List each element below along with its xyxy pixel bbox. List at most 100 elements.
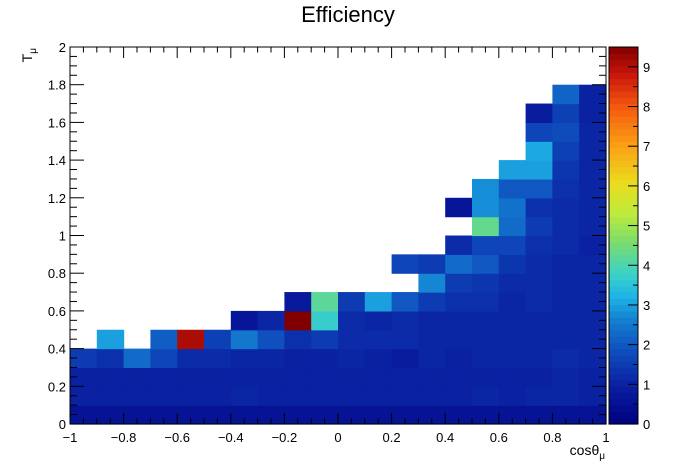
heatmap-cell xyxy=(552,329,580,350)
heatmap-cell xyxy=(579,141,607,161)
y-tick-label: 0.4 xyxy=(48,342,66,357)
heatmap-cell xyxy=(123,405,151,425)
color-bar-segment xyxy=(609,361,638,369)
heatmap-cell xyxy=(257,329,285,350)
heatmap-cell xyxy=(123,386,151,406)
heatmap-cell xyxy=(445,254,473,274)
heatmap-cell xyxy=(364,292,393,312)
heatmap-cell xyxy=(338,292,366,312)
heatmap-cell xyxy=(150,405,178,425)
color-bar-segment xyxy=(609,72,638,80)
heatmap-cell xyxy=(284,348,312,369)
heatmap-cell xyxy=(579,160,607,180)
heatmap-cell xyxy=(418,348,446,369)
heatmap-cell xyxy=(445,329,473,350)
heatmap-cell xyxy=(579,386,607,406)
heatmap-cell xyxy=(498,197,527,218)
heatmap-cell xyxy=(418,292,446,312)
color-bar: 0 1 2 3 4 5 6 7 8 9 xyxy=(608,46,650,432)
heatmap-cell xyxy=(552,386,580,406)
heatmap-cell xyxy=(204,348,232,369)
heatmap-cell xyxy=(579,348,607,369)
heatmap-cell xyxy=(579,273,607,293)
color-bar-segment xyxy=(609,392,638,400)
heatmap-cell xyxy=(579,367,607,387)
color-bar-segment xyxy=(609,348,638,356)
heatmap-cell xyxy=(525,235,553,255)
color-bar-segment xyxy=(609,329,638,337)
heatmap-cell xyxy=(96,367,125,387)
heatmap-cell xyxy=(472,329,500,350)
z-tick-label: 7 xyxy=(643,139,650,154)
color-bar-segment xyxy=(609,235,638,243)
heatmap-cell xyxy=(445,292,473,312)
heatmap-cell xyxy=(257,386,285,406)
heatmap-cell xyxy=(445,367,473,387)
color-bar-segment xyxy=(609,380,638,387)
color-bar-segment xyxy=(609,342,638,350)
color-bar-segment xyxy=(609,411,638,419)
z-tick-label: 9 xyxy=(643,60,650,75)
y-tick-label: 1.8 xyxy=(48,78,66,93)
heatmap-cell xyxy=(552,292,580,312)
heatmap-cell xyxy=(284,405,312,425)
color-bar-segment xyxy=(609,323,638,331)
color-bar-segment xyxy=(609,47,638,54)
heatmap-cell xyxy=(364,405,393,425)
heatmap-cell xyxy=(338,386,366,406)
heatmap-cells xyxy=(70,84,607,425)
heatmap-cell xyxy=(498,254,527,274)
color-bar-segment xyxy=(609,373,638,381)
heatmap-cell xyxy=(204,386,232,406)
heatmap-cell xyxy=(498,160,527,180)
heatmap-cell xyxy=(552,84,580,105)
x-tick-label: −1 xyxy=(63,430,78,445)
color-bar-segment xyxy=(609,386,638,394)
color-bar-segment xyxy=(609,222,638,230)
heatmap-cell xyxy=(472,273,500,293)
color-bar-segment xyxy=(609,354,638,362)
heatmap-cell xyxy=(552,273,580,293)
heatmap-cell xyxy=(150,348,178,369)
color-bar-segment xyxy=(609,191,638,199)
heatmap-cell xyxy=(445,405,473,425)
color-bar-segment xyxy=(609,122,638,130)
color-bar-segment xyxy=(609,84,638,92)
heatmap-cell xyxy=(472,310,500,331)
color-bar-segment xyxy=(609,398,638,406)
color-bar-segment xyxy=(609,285,638,293)
heatmap-cell xyxy=(311,329,339,350)
heatmap-cell xyxy=(525,216,553,237)
heatmap-cell xyxy=(525,348,553,369)
heatmap-cell xyxy=(579,216,607,237)
heatmap-cell xyxy=(70,348,98,369)
heatmap-cell xyxy=(579,178,607,199)
heatmap-cell xyxy=(150,367,178,387)
heatmap-cell xyxy=(96,386,125,406)
heatmap-cell xyxy=(552,122,580,142)
x-tick-label: 0.6 xyxy=(490,430,508,445)
y-tick-label: 1.4 xyxy=(48,153,66,168)
heatmap-cell xyxy=(391,310,419,331)
x-axis-label: cosθμ xyxy=(570,442,606,462)
color-bar-segment xyxy=(609,90,638,98)
heatmap-cell xyxy=(552,254,580,274)
heatmap-cell xyxy=(498,405,527,425)
heatmap-cell xyxy=(123,367,151,387)
heatmap-cell xyxy=(552,405,580,425)
y-axis-label: Tμ xyxy=(19,48,39,63)
y-tick-label: 0.8 xyxy=(48,266,66,281)
z-tick-label: 1 xyxy=(643,377,650,392)
heatmap-cell xyxy=(70,405,98,425)
heatmap-cell xyxy=(338,348,366,369)
heatmap-cell xyxy=(525,197,553,218)
heatmap-cell xyxy=(552,178,580,199)
y-tick-label: 1.2 xyxy=(48,191,66,206)
color-bar-segment xyxy=(609,298,638,306)
heatmap-cell xyxy=(498,235,527,255)
heatmap-cell xyxy=(311,367,339,387)
heatmap-cell xyxy=(445,235,473,255)
heatmap-cell xyxy=(445,348,473,369)
heatmap-cell xyxy=(177,405,205,425)
x-tick-label: 0 xyxy=(334,430,341,445)
